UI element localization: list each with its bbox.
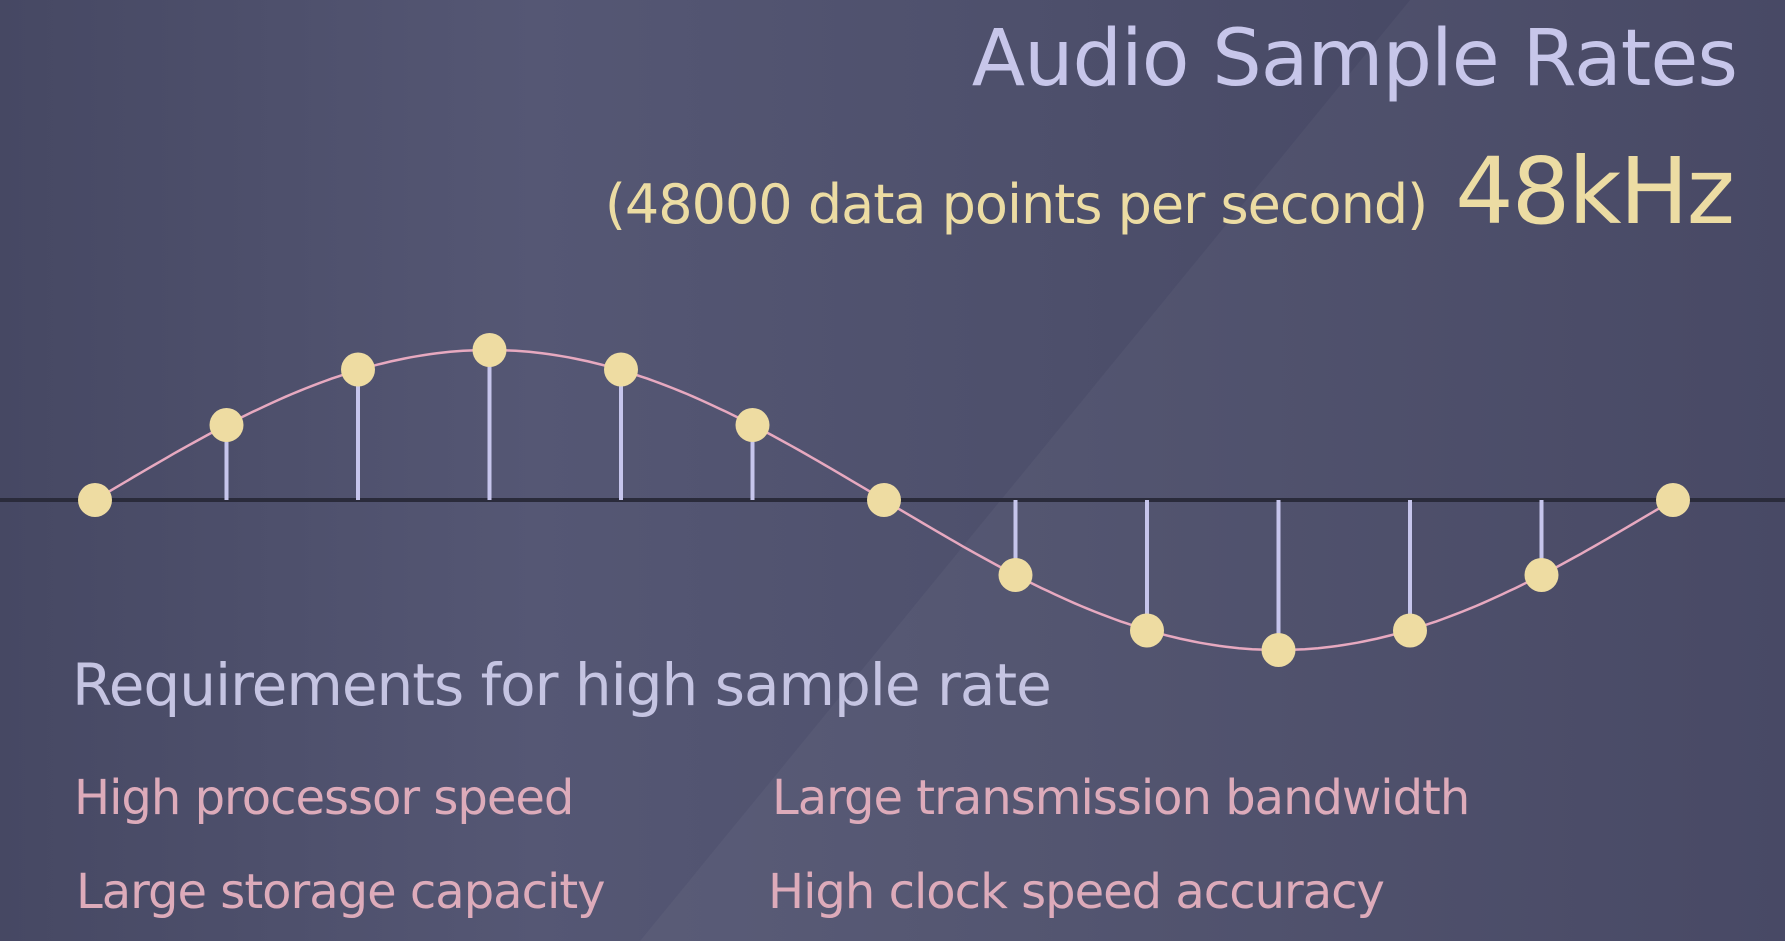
sample-point [209,408,244,442]
requirement-storage-capacity: Large storage capacity [76,864,606,920]
sample-point [1524,558,1559,592]
requirement-transmission-bandwidth: Large transmission bandwidth [772,770,1470,826]
requirements-heading: Requirements for high sample rate [72,651,1052,719]
sample-point [1393,613,1427,648]
sample-point [867,483,901,517]
sample-point [604,352,638,387]
sample-point [1261,633,1296,667]
sample-point [78,483,112,517]
sample-point [472,333,507,367]
sample-point [1130,613,1164,648]
sample-point [735,408,770,442]
subtitle-row: (48000 data points per second) 48kHz [604,138,1735,245]
subtitle-note: (48000 data points per second) [604,173,1428,236]
requirement-clock-accuracy: High clock speed accuracy [768,864,1385,920]
requirement-processor-speed: High processor speed [74,770,574,826]
sample-point [341,352,375,387]
sample-point [1656,483,1690,517]
sample-point [998,558,1033,592]
slide-title: Audio Sample Rates [971,14,1738,104]
sample-rate-value: 48kHz [1455,138,1735,245]
